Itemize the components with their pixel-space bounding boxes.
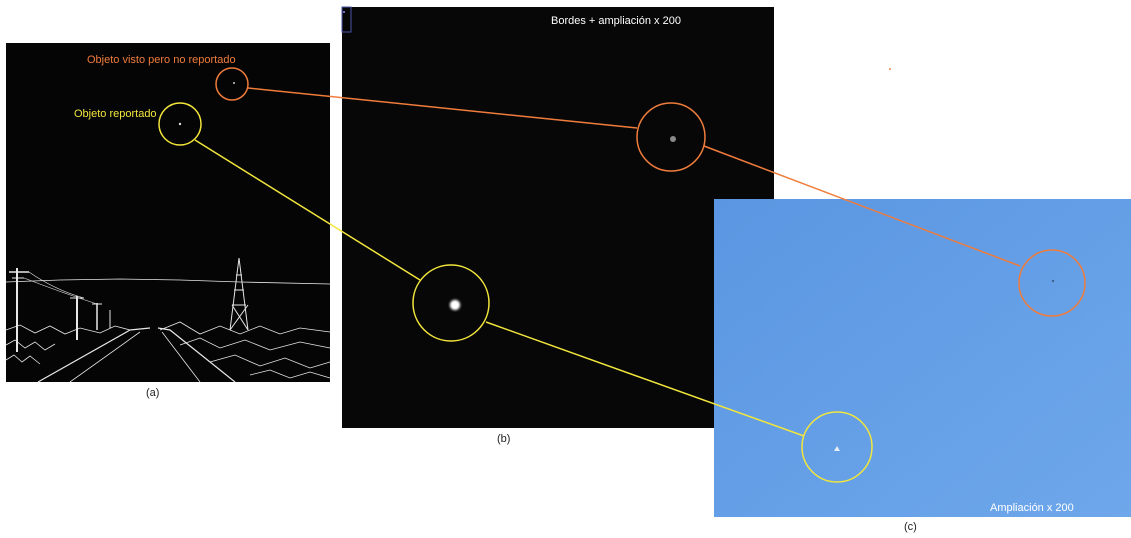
- orange-connector-a-to-b: [247, 87, 638, 129]
- panel-b-image: [342, 7, 774, 428]
- panel-b-caption: (b): [497, 433, 510, 445]
- yellow-connector-b-to-c: [485, 321, 805, 437]
- panel-b-reported-object: [452, 302, 458, 308]
- panel-c-image: [714, 199, 1131, 517]
- panel-c-reported-object: [834, 446, 840, 451]
- panel-b-corner-marker: [341, 6, 352, 33]
- panel-c-caption: (c): [904, 521, 917, 533]
- panel-c-unreported-object: [1051, 279, 1055, 283]
- yellow-connector-a-to-b: [194, 139, 421, 281]
- label-reported-object: Objeto reportado: [74, 108, 157, 120]
- panel-b-corner-dot: [343, 11, 345, 13]
- panel-b-yellow-circle: [412, 264, 490, 342]
- panel-a-orange-circle: [215, 67, 249, 101]
- orange-connector-b-to-c: [703, 145, 1021, 267]
- panel-c-title: Ampliación x 200: [990, 502, 1074, 514]
- panel-c-yellow-circle: [801, 411, 873, 483]
- panel-a-image: [6, 43, 330, 382]
- label-unreported-object: Objeto visto pero no reportado: [87, 54, 236, 66]
- panel-b-title: Bordes + ampliación x 200: [551, 15, 681, 27]
- panel-a-unreported-object: [233, 82, 235, 84]
- panel-a-caption: (a): [146, 387, 159, 399]
- panel-a: Objeto visto pero no reportado Objeto re…: [5, 43, 331, 399]
- connector-lines: [194, 87, 1021, 437]
- panel-a-yellow-circle: [158, 102, 202, 146]
- panel-c-orange-circle: [1018, 249, 1086, 317]
- panel-c: Ampliación x 200 (c): [714, 199, 1131, 533]
- panel-b-unreported-object: [670, 136, 676, 142]
- panel-a-reported-object: [178, 122, 182, 126]
- panel-b: Bordes + ampliación x 200 (b): [341, 6, 774, 445]
- panel-a-landscape: [5, 257, 331, 383]
- stray-orange-mark: [889, 68, 891, 70]
- panel-b-orange-circle: [636, 102, 706, 172]
